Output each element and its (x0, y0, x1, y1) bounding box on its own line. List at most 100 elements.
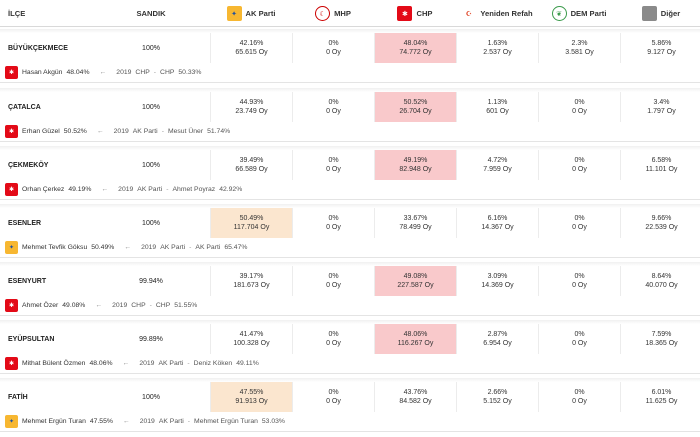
separator-dash: - (166, 186, 169, 193)
winner-summary-line: ✱ Erhan Güzel 50.52% ← 2019 AK Parti - Mesut Ün… (0, 122, 700, 142)
vote-percent: 0% (574, 389, 585, 396)
row-separator (0, 262, 700, 266)
winning-candidate-percent: 49.08% (62, 302, 86, 309)
party-result-cell: 1.13% 601 Oy (456, 92, 538, 122)
party-result-cell: 39.49% 66.589 Oy (210, 150, 292, 180)
arrow-left-icon: ← (101, 186, 109, 193)
arrow-left-icon: ← (96, 128, 104, 135)
winning-candidate-name: Mithat Bülent Özmen (22, 360, 86, 367)
vote-count: 0 Oy (326, 166, 341, 173)
column-header-party-3[interactable]: ☪ Yeniden Refah (456, 0, 538, 27)
row-results-line: ESENLER 100% 50.49% 117.704 Oy 0% 0 Oy 33.67% 7… (0, 208, 700, 238)
district-name[interactable]: ÇATALCA (8, 103, 41, 111)
vote-count: 5.152 Oy (483, 398, 512, 405)
column-header-party-label: CHP (416, 9, 433, 18)
previous-election-year: 2019 (112, 302, 128, 309)
vote-percent: 2.87% (487, 331, 508, 338)
column-header-party-label: Yeniden Refah (480, 9, 533, 18)
party-result-cell: 6.16% 14.367 Oy (456, 208, 538, 238)
table-row[interactable]: BÜYÜKÇEKMECE 100% 42.16% 65.615 Oy 0% 0 Oy 48.… (0, 29, 700, 87)
vote-percent: 0% (328, 331, 339, 338)
vote-percent: 48.06% (403, 331, 428, 338)
table-row[interactable]: ÇEKMEKÖY 100% 39.49% 66.589 Oy 0% 0 Oy 49.19% 8… (0, 146, 700, 204)
column-header-party-1[interactable]: ☾ MHP (292, 0, 374, 27)
table-row[interactable]: EYÜPSULTAN 99.89% 41.47% 100.328 Oy 0% 0 Oy 48… (0, 320, 700, 378)
vote-percent: 0% (328, 157, 339, 164)
previous-election-year: 2019 (116, 69, 132, 76)
diger-logo-icon (641, 6, 657, 21)
column-header-party-4[interactable]: ❦ DEM Parti (538, 0, 620, 27)
column-header-sandik[interactable]: SANDIK (136, 9, 166, 18)
vote-count: 74.772 Oy (399, 49, 432, 56)
party-result-cell: 0% 0 Oy (292, 33, 374, 63)
district-name[interactable]: FATİH (8, 393, 28, 401)
vote-percent: 49.19% (403, 157, 428, 164)
party-result-cell: 33.67% 78.499 Oy (374, 208, 456, 238)
previous-winner: CHP (160, 69, 175, 76)
party-result-cell: 2.87% 6.954 Oy (456, 324, 538, 354)
vote-count: 227.587 Oy (397, 282, 434, 289)
district-name[interactable]: ÇEKMEKÖY (8, 161, 49, 169)
row-separator (0, 204, 700, 208)
previous-election-year: 2019 (139, 418, 155, 425)
vote-percent: 6.01% (651, 389, 672, 396)
table-row[interactable]: FATİH 100% 47.55% 91.913 Oy 0% 0 Oy 43.76% 84.5… (0, 378, 700, 436)
vote-count: 84.582 Oy (399, 398, 432, 405)
party-result-cell: 5.86% 9.127 Oy (620, 33, 700, 63)
party-result-cell: 39.17% 181.673 Oy (210, 266, 292, 296)
vote-percent: 50.52% (403, 99, 428, 106)
district-name[interactable]: BÜYÜKÇEKMECE (8, 44, 68, 52)
district-name[interactable]: EYÜPSULTAN (8, 335, 55, 343)
party-result-cell: 43.76% 84.582 Oy (374, 382, 456, 412)
chp-logo-icon: ✱ (5, 66, 18, 79)
yeniden-refah-logo-icon: ☪ (461, 6, 477, 21)
column-header-party-0[interactable]: ✦ AK Parti (210, 0, 292, 27)
vote-percent: 0% (328, 273, 339, 280)
arrow-left-icon: ← (95, 302, 103, 309)
vote-count: 116.267 Oy (397, 340, 434, 347)
previous-winner-percent: 51.74% (207, 128, 231, 135)
row-results-line: BÜYÜKÇEKMECE 100% 42.16% 65.615 Oy 0% 0 Oy 48.… (0, 33, 700, 63)
party-result-cell: 0% 0 Oy (292, 266, 374, 296)
column-header-party-2[interactable]: ✱ CHP (374, 0, 456, 27)
ak-parti-logo-icon: ✦ (226, 6, 242, 21)
vote-count: 40.070 Oy (645, 282, 678, 289)
table-row[interactable]: ESENYURT 99.94% 39.17% 181.673 Oy 0% 0 Oy 49.0… (0, 262, 700, 320)
ballot-box-percent: 100% (142, 103, 160, 111)
previous-winning-party: AK Parti (132, 128, 158, 135)
vote-count: 0 Oy (326, 398, 341, 405)
vote-count: 7.959 Oy (483, 166, 512, 173)
column-header-ilce[interactable]: İLÇE (8, 9, 26, 18)
district-name[interactable]: ESENLER (8, 219, 42, 227)
winning-candidate-name: Orhan Çerkez (22, 186, 65, 193)
separator-dash: - (187, 360, 190, 367)
table-row[interactable]: ESENLER 100% 50.49% 117.704 Oy 0% 0 Oy 33.67% 7… (0, 204, 700, 262)
vote-count: 26.704 Oy (399, 108, 432, 115)
vote-percent: 47.55% (239, 389, 264, 396)
ballot-box-percent: 99.89% (139, 335, 163, 343)
vote-count: 6.954 Oy (483, 340, 512, 347)
party-result-cell: 6.01% 11.625 Oy (620, 382, 700, 412)
vote-percent: 39.49% (239, 157, 264, 164)
vote-count: 78.499 Oy (399, 224, 432, 231)
vote-percent: 1.63% (487, 40, 508, 47)
vote-percent: 48.04% (403, 40, 428, 47)
row-results-line: FATİH 100% 47.55% 91.913 Oy 0% 0 Oy 43.76% 84.5… (0, 382, 700, 412)
chp-logo-icon: ✱ (5, 183, 18, 196)
vote-count: 0 Oy (572, 282, 587, 289)
vote-percent: 9.66% (651, 215, 672, 222)
vote-count: 601 Oy (486, 108, 509, 115)
district-name[interactable]: ESENYURT (8, 277, 47, 285)
dem-parti-logo-icon: ❦ (551, 6, 567, 21)
column-header-party-5[interactable]: Diğer (620, 0, 700, 27)
vote-count: 23.749 Oy (235, 108, 268, 115)
ballot-box-percent: 100% (142, 44, 160, 52)
party-result-cell: 44.93% 23.749 Oy (210, 92, 292, 122)
previous-winner-percent: 49.11% (236, 360, 259, 367)
table-row[interactable]: ÇATALCA 100% 44.93% 23.749 Oy 0% 0 Oy 50.52% 26… (0, 88, 700, 146)
vote-count: 0 Oy (572, 340, 587, 347)
vote-count: 91.913 Oy (235, 398, 268, 405)
ballot-box-percent: 99.94% (139, 277, 163, 285)
party-result-cell: 0% 0 Oy (538, 150, 620, 180)
ballot-box-percent: 100% (142, 161, 160, 169)
